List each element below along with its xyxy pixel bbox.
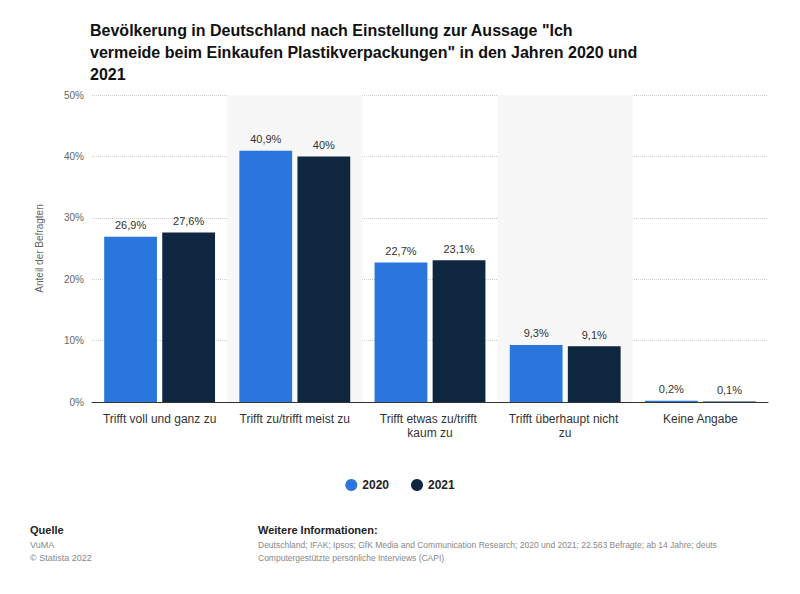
svg-text:30%: 30% <box>64 212 84 223</box>
svg-text:Deutschland; IFAK; Ipsos; GfK: Deutschland; IFAK; Ipsos; GfK Media and … <box>258 540 717 550</box>
svg-text:22,7%: 22,7% <box>385 245 416 257</box>
svg-text:2020: 2020 <box>362 478 389 492</box>
svg-text:zu: zu <box>559 426 572 440</box>
svg-text:2021: 2021 <box>90 66 126 83</box>
svg-text:vermeide beim Einkaufen Plasti: vermeide beim Einkaufen Plastikverpackun… <box>90 44 642 61</box>
svg-text:0,1%: 0,1% <box>717 384 742 396</box>
svg-text:Trifft etwas zu/trifft: Trifft etwas zu/trifft <box>380 412 480 426</box>
svg-text:Trifft voll und ganz zu: Trifft voll und ganz zu <box>103 412 216 426</box>
svg-text:VuMA: VuMA <box>30 540 54 550</box>
svg-text:Bevölkerung in Deutschland nac: Bevölkerung in Deutschland nach Einstell… <box>90 22 577 39</box>
svg-text:9,3%: 9,3% <box>524 327 549 339</box>
svg-text:Trifft überhaupt nicht: Trifft überhaupt nicht <box>509 412 622 426</box>
svg-text:26,9%: 26,9% <box>115 219 146 231</box>
svg-text:© Statista 2022: © Statista 2022 <box>30 553 92 563</box>
svg-text:2021: 2021 <box>428 478 455 492</box>
svg-text:40%: 40% <box>313 139 335 151</box>
svg-text:50%: 50% <box>64 90 84 101</box>
svg-text:Quelle: Quelle <box>30 524 64 536</box>
svg-text:10%: 10% <box>64 335 84 346</box>
svg-text:Keine Angabe: Keine Angabe <box>663 412 738 426</box>
svg-text:Anteil der Befragten: Anteil der Befragten <box>34 204 45 292</box>
svg-text:20%: 20% <box>64 274 84 285</box>
svg-text:27,6%: 27,6% <box>173 215 204 227</box>
svg-text:40%: 40% <box>64 151 84 162</box>
svg-text:kaum zu: kaum zu <box>407 426 452 440</box>
svg-text:0,2%: 0,2% <box>659 383 684 395</box>
svg-text:40,9%: 40,9% <box>250 133 281 145</box>
svg-text:Computergestützte persönliche: Computergestützte persönliche Interviews… <box>258 553 444 563</box>
svg-text:Trifft zu/trifft meist zu: Trifft zu/trifft meist zu <box>240 412 350 426</box>
svg-text:0%: 0% <box>70 397 85 408</box>
svg-text:23,1%: 23,1% <box>443 243 474 255</box>
svg-text:Weitere Informationen:: Weitere Informationen: <box>258 524 378 536</box>
svg-text:9,1%: 9,1% <box>582 329 607 341</box>
